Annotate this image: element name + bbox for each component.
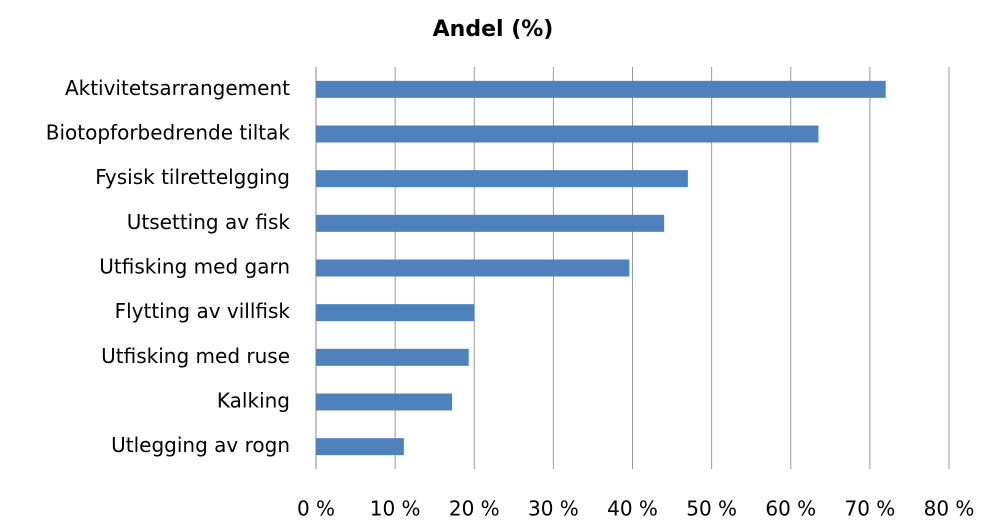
x-tick-label: 20 %: [449, 497, 500, 521]
y-tick-label: Utsetting av fisk: [127, 210, 291, 234]
x-tick-label: 40 %: [607, 497, 658, 521]
y-tick-label: Flytting av villfisk: [115, 299, 291, 323]
bar: [316, 80, 886, 98]
bar: [316, 393, 453, 411]
x-tick-label: 60 %: [765, 497, 816, 521]
bar: [316, 214, 665, 232]
y-tick-label: Kalking: [217, 389, 290, 413]
y-tick-label: Biotopforbedrende tiltak: [46, 121, 291, 145]
x-tick-label: 80 %: [924, 497, 975, 521]
bar: [316, 438, 404, 456]
x-tick-label: 50 %: [686, 497, 737, 521]
bar: [316, 170, 688, 188]
y-tick-label: Utfisking med ruse: [101, 344, 290, 368]
bar: [316, 304, 475, 322]
bar: [316, 348, 469, 366]
bar: [316, 259, 630, 277]
y-tick-label: Aktivitetsarrangement: [65, 76, 290, 100]
y-tick-label: Utlegging av rogn: [111, 433, 290, 457]
x-tick-label: 70 %: [844, 497, 895, 521]
y-tick-label: Fysisk tilrettelgging: [95, 165, 290, 189]
y-tick-label: Utfisking med garn: [99, 255, 290, 279]
x-tick-label: 0 %: [297, 497, 335, 521]
x-tick-label: 30 %: [528, 497, 579, 521]
x-tick-label: 10 %: [370, 497, 421, 521]
chart-title: Andel (%): [433, 17, 554, 42]
bar: [316, 125, 819, 143]
